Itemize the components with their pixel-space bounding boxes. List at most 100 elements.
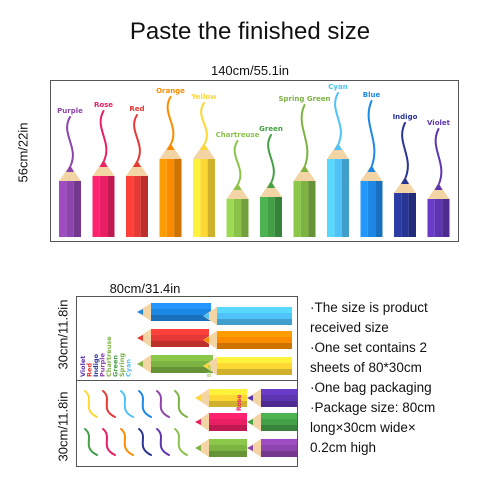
pencil-body (217, 313, 292, 319)
pencil-label: Spring Green (278, 95, 330, 103)
info-line: ·Package size: 80cm (310, 400, 436, 415)
pencil-body (151, 361, 213, 367)
pencil-body (293, 181, 301, 237)
pencil-body (260, 197, 268, 237)
info-line: ·One bag packaging (310, 380, 432, 395)
pencil-body (367, 181, 376, 237)
pencil-body (217, 319, 292, 325)
pencil-lead (247, 395, 253, 401)
pencil (203, 357, 292, 375)
pencil-wood (394, 177, 416, 193)
pencil-body (73, 181, 81, 237)
pencil-body (217, 343, 292, 349)
pencil-wood (126, 160, 148, 176)
pencil-label: Orange (156, 87, 185, 95)
pencil-body (261, 451, 297, 457)
pencil-body (408, 193, 416, 237)
sheet-2-illustration: Rose (84, 389, 297, 457)
pencil (137, 303, 211, 321)
sheet-1: Violet Red Indigo Purple Chartreuse Green Spri… (76, 296, 298, 382)
squiggle (166, 96, 175, 146)
pencil-wood (427, 183, 450, 199)
pencil-label: Red (129, 105, 144, 113)
pencil-lead (166, 143, 175, 150)
pencil-lead (267, 181, 275, 188)
pencil-wood (203, 357, 217, 375)
pencil-lead (334, 143, 342, 150)
squiggle (66, 116, 74, 168)
pencil-wood (203, 307, 217, 325)
pencil: Rose (92, 101, 115, 237)
pencil-body (261, 395, 297, 401)
pencil-label: Chartreuse (216, 131, 260, 139)
pencil-body (434, 199, 443, 237)
pencil-label: Indigo (393, 113, 418, 121)
pencil-label: Purple (57, 107, 83, 115)
pencil-body (375, 181, 383, 237)
sheet-word: Violet (79, 356, 87, 377)
pencil-illustration: Purple Rose Red Orange Yellow ChartreuseGreen… (57, 83, 451, 237)
pencil-lead (99, 160, 108, 167)
pencil: Indigo (393, 113, 418, 237)
pencil-wood (247, 413, 261, 431)
pencil-lead (247, 419, 253, 425)
pencil-body (217, 331, 292, 337)
pencil-wood (159, 143, 182, 159)
pencil-body (133, 176, 141, 237)
squiggle (138, 390, 152, 418)
pencil-label: Yellow (190, 93, 217, 101)
squiggle (120, 428, 134, 456)
pencil-body (209, 439, 247, 445)
pencil-body (209, 425, 247, 431)
pencil-wood (327, 143, 349, 159)
squiggle (138, 428, 152, 456)
pencil-body (341, 159, 349, 237)
pencil-body (207, 159, 215, 237)
pencil-body (151, 309, 211, 315)
pencil-body (217, 363, 292, 369)
pencil-lead (247, 445, 253, 451)
pencil-body (209, 401, 247, 407)
squiggle (367, 100, 376, 168)
squiggle (174, 428, 188, 456)
pencil-body (151, 335, 209, 341)
squiggle (267, 134, 275, 184)
pencil-wood (137, 355, 151, 373)
sheet-word: Indigo (92, 353, 100, 377)
pencil: Blue (360, 91, 383, 237)
sheet-word: Spring (118, 353, 126, 377)
pencil (195, 439, 247, 457)
pencil-body (66, 181, 74, 237)
pencil-body (442, 199, 450, 237)
pencil-wood (203, 331, 217, 349)
pencil-lead (300, 165, 309, 172)
pencil-body (159, 159, 167, 237)
sheet-1-illustration: VioletRedIndigoPurpleChartreuseGreenSpri… (79, 303, 292, 377)
pencil-wood (247, 389, 261, 407)
top-width-label: 140cm/55.1in (210, 63, 290, 78)
squiggle (200, 102, 208, 146)
pencil-wood (193, 143, 215, 159)
pencil-body (151, 355, 213, 361)
pencil-lead (401, 177, 409, 184)
pencil-body (174, 159, 182, 237)
pencil-lead (195, 445, 201, 451)
pencil-wood (137, 329, 151, 347)
pencil: Violet (427, 119, 451, 237)
pencil-lead (137, 309, 143, 315)
squiggle (84, 390, 98, 418)
pencil-wood (293, 165, 316, 181)
pencil-body (151, 315, 211, 321)
pencil-wood (195, 439, 209, 457)
squiggle (434, 128, 443, 186)
pencil-label: Green (259, 125, 283, 133)
pencil-body (300, 181, 309, 237)
bottom-width-label: 80cm/31.4in (109, 281, 181, 296)
pencil-body (217, 357, 292, 363)
squiggle (174, 390, 188, 418)
pencil: Green (259, 125, 283, 237)
pencil-lead (137, 335, 143, 341)
squiggle (120, 390, 134, 418)
top-height-label: 56cm/22in (15, 122, 31, 183)
pencil-body (261, 439, 297, 445)
